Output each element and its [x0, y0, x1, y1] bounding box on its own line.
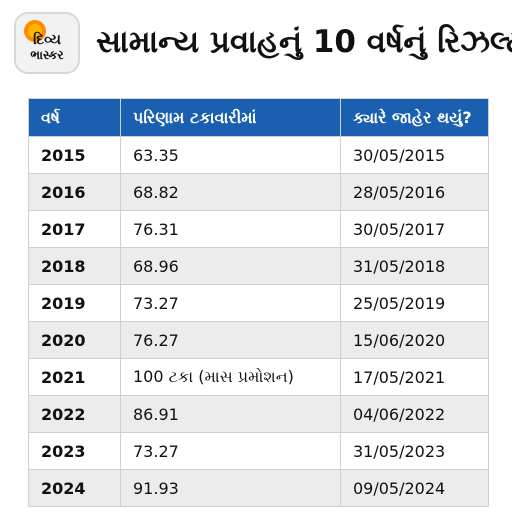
result-cell: 76.31 — [120, 210, 341, 248]
year-cell: 2022 — [28, 395, 121, 433]
date-cell: 31/05/2018 — [340, 247, 489, 285]
result-cell: 68.82 — [120, 173, 341, 211]
year-cell: 2024 — [28, 469, 121, 507]
brand-line2: ભાસ્કર — [30, 47, 64, 62]
year-cell: 2017 — [28, 210, 121, 248]
date-cell: 04/06/2022 — [340, 395, 489, 433]
column-header-date: ક્યારે જાહેર થયું? — [340, 98, 489, 137]
brand-logo: દિવ્ય ભાસ્કર — [14, 12, 80, 74]
sun-icon — [24, 20, 46, 42]
table-row: 2018 68.96 31/05/2018 — [28, 247, 489, 285]
result-cell: 73.27 — [120, 432, 341, 470]
table-row: 2024 91.93 09/05/2024 — [28, 469, 489, 507]
table-row: 2016 68.82 28/05/2016 — [28, 173, 489, 211]
result-cell: 100 ટકા (માસ પ્રમોશન) — [120, 358, 341, 396]
year-cell: 2018 — [28, 247, 121, 285]
page-title: સામાન્ય પ્રવાહનું 10 વર્ષનું રિઝલ્ટ — [96, 24, 512, 60]
date-cell: 28/05/2016 — [340, 173, 489, 211]
year-cell: 2019 — [28, 284, 121, 322]
year-cell: 2015 — [28, 136, 121, 174]
table-row: 2021 100 ટકા (માસ પ્રમોશન) 17/05/2021 — [28, 358, 489, 396]
column-header-year: વર્ષ — [28, 98, 121, 137]
year-cell: 2016 — [28, 173, 121, 211]
result-cell: 86.91 — [120, 395, 341, 433]
table-row: 2019 73.27 25/05/2019 — [28, 284, 489, 322]
table-body: 2015 63.35 30/05/2015 2016 68.82 28/05/2… — [28, 136, 489, 507]
date-cell: 30/05/2015 — [340, 136, 489, 174]
brand-line1: દિવ્ય — [33, 31, 61, 48]
result-cell: 76.27 — [120, 321, 341, 359]
result-cell: 91.93 — [120, 469, 341, 507]
year-cell: 2023 — [28, 432, 121, 470]
date-cell: 17/05/2021 — [340, 358, 489, 396]
year-cell: 2020 — [28, 321, 121, 359]
table-header-row: વર્ષ પરિણામ ટકાવારીમાં ક્યારે જાહેર થયું… — [28, 98, 489, 137]
date-cell: 25/05/2019 — [340, 284, 489, 322]
table-row: 2020 76.27 15/06/2020 — [28, 321, 489, 359]
table-row: 2017 76.31 30/05/2017 — [28, 210, 489, 248]
date-cell: 15/06/2020 — [340, 321, 489, 359]
result-cell: 73.27 — [120, 284, 341, 322]
table-row: 2023 73.27 31/05/2023 — [28, 432, 489, 470]
table-row: 2015 63.35 30/05/2015 — [28, 136, 489, 174]
table-header: વર્ષ પરિણામ ટકાવારીમાં ક્યારે જાહેર થયું… — [28, 98, 489, 137]
table-row: 2022 86.91 04/06/2022 — [28, 395, 489, 433]
header: દિવ્ય ભાસ્કર સામાન્ય પ્રવાહનું 10 વર્ષનુ… — [0, 0, 512, 82]
result-cell: 63.35 — [120, 136, 341, 174]
result-cell: 68.96 — [120, 247, 341, 285]
date-cell: 09/05/2024 — [340, 469, 489, 507]
date-cell: 30/05/2017 — [340, 210, 489, 248]
date-cell: 31/05/2023 — [340, 432, 489, 470]
column-header-result: પરિણામ ટકાવારીમાં — [120, 98, 341, 137]
results-table: વર્ષ પરિણામ ટકાવારીમાં ક્યારે જાહેર થયું… — [28, 98, 489, 507]
year-cell: 2021 — [28, 358, 121, 396]
